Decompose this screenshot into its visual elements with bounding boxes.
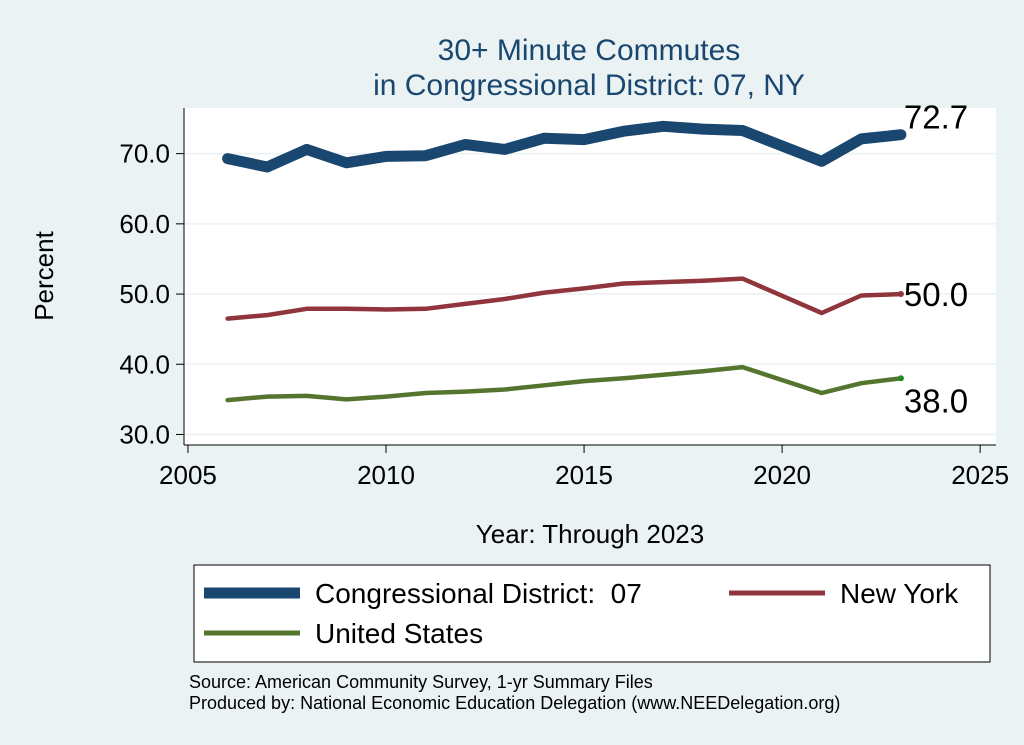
data-point-new-york xyxy=(543,292,545,294)
data-point-new-york xyxy=(385,308,387,310)
legend-label-new-york: New York xyxy=(840,578,959,609)
legend-label-united-states: United States xyxy=(315,618,483,649)
data-point-new-york xyxy=(266,314,268,316)
data-point-congressional-district xyxy=(385,155,387,157)
data-point-congressional-district xyxy=(266,166,268,168)
x-tick-label: 2025 xyxy=(951,460,1009,490)
data-point-congressional-district xyxy=(543,137,545,139)
data-point-new-york xyxy=(345,308,347,310)
data-point-congressional-district xyxy=(662,125,664,127)
data-point-new-york xyxy=(741,278,743,280)
x-tick-label: 2020 xyxy=(753,460,811,490)
end-marker-united-states xyxy=(897,375,904,382)
data-point-congressional-district xyxy=(583,139,585,141)
legend-label-congressional-district: Congressional District: 07 xyxy=(315,578,642,609)
data-point-united-states xyxy=(583,380,585,382)
data-point-new-york xyxy=(821,312,823,314)
x-tick-label: 2010 xyxy=(357,460,415,490)
data-point-new-york xyxy=(623,283,625,285)
data-point-congressional-district xyxy=(821,160,823,162)
x-tick-label: 2005 xyxy=(159,460,217,490)
data-point-new-york xyxy=(583,287,585,289)
end-label-united-states: 38.0 xyxy=(904,382,968,419)
data-point-new-york xyxy=(662,281,664,283)
data-point-congressional-district xyxy=(464,144,466,146)
data-point-congressional-district xyxy=(702,128,704,130)
data-point-united-states xyxy=(821,392,823,394)
data-point-united-states xyxy=(345,398,347,400)
data-point-united-states xyxy=(266,396,268,398)
series-layer xyxy=(222,120,907,403)
y-axis-label: Percent xyxy=(29,230,59,320)
data-point-united-states xyxy=(741,366,743,368)
end-marker-new-york xyxy=(897,291,904,298)
data-point-congressional-district xyxy=(345,162,347,164)
data-point-congressional-district xyxy=(306,148,308,150)
chart-title: 30+ Minute Commutes xyxy=(438,34,741,67)
data-point-united-states xyxy=(662,374,664,376)
end-labels: 72.7 50.0 38.0 xyxy=(904,99,968,420)
data-point-united-states xyxy=(227,399,229,401)
y-axis-ticks: 30.0 40.0 50.0 60.0 70.0 xyxy=(119,139,184,449)
x-tick-label: 2015 xyxy=(555,460,613,490)
data-point-new-york xyxy=(464,303,466,305)
data-point-united-states xyxy=(702,370,704,372)
legend-box xyxy=(193,564,991,663)
data-point-new-york xyxy=(504,298,506,300)
data-point-united-states xyxy=(385,396,387,398)
y-tick-label: 50.0 xyxy=(119,279,170,309)
data-point-united-states xyxy=(425,392,427,394)
legend: Congressional District: 07 New York Unit… xyxy=(193,564,991,663)
data-point-new-york xyxy=(306,308,308,310)
y-tick-label: 70.0 xyxy=(119,139,170,169)
data-point-congressional-district xyxy=(860,138,862,140)
x-axis-ticks: 2005 2010 2015 2020 2025 xyxy=(159,445,1009,490)
data-point-new-york xyxy=(425,308,427,310)
data-point-united-states xyxy=(860,382,862,384)
data-point-congressional-district xyxy=(227,158,229,160)
data-point-united-states xyxy=(306,395,308,397)
chart-subtitle: in Congressional District: 07, NY xyxy=(373,69,805,102)
data-point-united-states xyxy=(543,384,545,386)
data-point-new-york xyxy=(702,280,704,282)
end-label-new-york: 50.0 xyxy=(904,276,968,313)
y-tick-label: 60.0 xyxy=(119,209,170,239)
plot-area xyxy=(184,108,996,445)
data-point-new-york xyxy=(860,294,862,296)
data-point-united-states xyxy=(464,391,466,393)
data-point-new-york xyxy=(227,318,229,320)
producer-note: Produced by: National Economic Education… xyxy=(189,693,840,713)
end-marker-congressional-district xyxy=(897,131,904,138)
x-axis-label: Year: Through 2023 xyxy=(476,519,704,549)
data-point-congressional-district xyxy=(623,130,625,132)
end-label-congressional-district: 72.7 xyxy=(904,99,968,136)
data-point-congressional-district xyxy=(504,148,506,150)
data-point-united-states xyxy=(504,389,506,391)
data-point-united-states xyxy=(623,377,625,379)
data-point-congressional-district xyxy=(741,129,743,131)
data-point-congressional-district xyxy=(425,155,427,157)
y-tick-label: 40.0 xyxy=(119,349,170,379)
source-note: Source: American Community Survey, 1-yr … xyxy=(189,672,653,692)
y-tick-label: 30.0 xyxy=(119,419,170,449)
